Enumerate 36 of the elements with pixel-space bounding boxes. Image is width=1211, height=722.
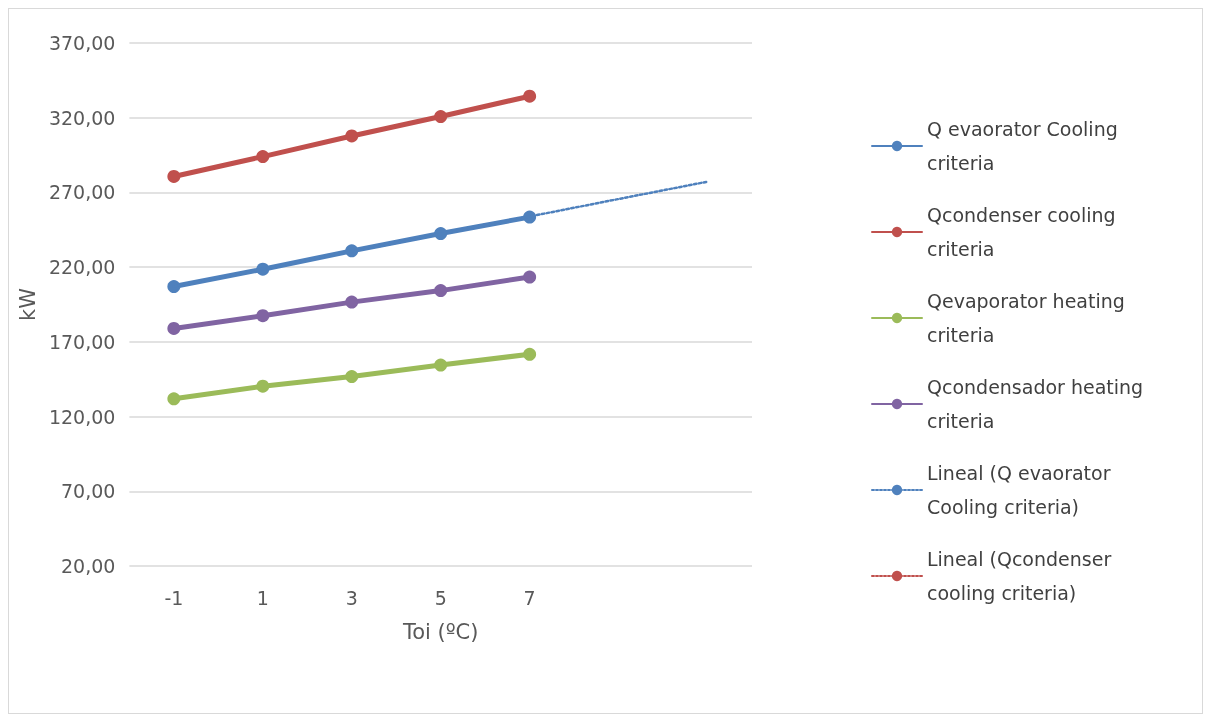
x-axis-title: Toi (ºC) (401, 619, 479, 644)
point (167, 392, 181, 406)
point (345, 370, 359, 384)
legend-label: Lineal (Q evaorator Cooling criteria) (927, 462, 1117, 518)
x-tick-label: 5 (434, 586, 447, 609)
legend-label: Q evaorator Cooling criteria (927, 118, 1124, 174)
point (167, 321, 181, 335)
legend-label: Qevaporator heating criteria (927, 290, 1131, 346)
y-tick-label: 70,00 (60, 480, 116, 503)
y-tick-label: 170,00 (48, 330, 116, 353)
point (256, 309, 270, 323)
y-tick-label: 270,00 (48, 181, 116, 204)
point (523, 89, 537, 103)
point (256, 150, 270, 164)
point (434, 284, 448, 298)
point (434, 358, 448, 372)
legend-label: Lineal (Qcondenser cooling criteria) (927, 548, 1118, 604)
point (523, 347, 537, 361)
y-tick-label: 370,00 (48, 32, 116, 54)
x-tick-label: -1 (164, 586, 184, 609)
point (523, 270, 537, 284)
point (256, 379, 270, 393)
point (345, 129, 359, 143)
y-tick-label: 120,00 (48, 405, 116, 428)
x-tick-label: 3 (345, 586, 358, 609)
x-tick-label: 7 (523, 586, 536, 609)
y-axis-title: kW (15, 287, 40, 321)
x-tick-label: 1 (256, 586, 269, 609)
legend-label: Qcondensador heating criteria (927, 376, 1150, 432)
legend-label: Qcondenser cooling criteria (927, 204, 1122, 260)
point (345, 295, 359, 309)
point (434, 110, 448, 124)
y-tick-label: 320,00 (48, 106, 116, 129)
y-tick-label: 220,00 (48, 256, 116, 279)
point (167, 169, 181, 183)
y-tick-label: 20,00 (60, 555, 116, 577)
